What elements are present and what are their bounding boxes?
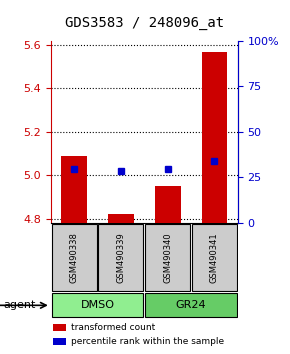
Text: percentile rank within the sample: percentile rank within the sample [71,337,224,346]
Bar [145,224,190,291]
Text: GSM490340: GSM490340 [163,232,172,283]
Text: agent: agent [3,300,35,310]
Text: DMSO: DMSO [81,300,115,310]
Bar [145,293,237,317]
Bar [52,224,97,291]
Bar [52,324,66,331]
Bar [61,156,87,223]
Bar [155,186,180,223]
Bar [52,293,143,317]
Text: transformed count: transformed count [71,323,155,332]
Text: GSM490338: GSM490338 [70,232,79,283]
Text: GSM490341: GSM490341 [210,232,219,283]
Bar [108,214,134,223]
Bar [98,224,143,291]
Text: GR24: GR24 [176,300,206,310]
Text: GSM490339: GSM490339 [116,232,125,283]
Text: GDS3583 / 248096_at: GDS3583 / 248096_at [66,16,224,30]
Bar [52,338,66,345]
Bar [192,224,237,291]
Bar [202,52,227,223]
